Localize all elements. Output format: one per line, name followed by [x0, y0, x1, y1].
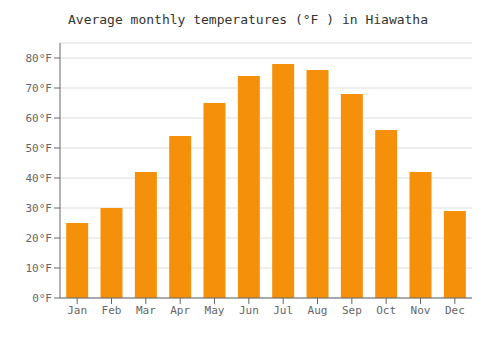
svg-text:Jan: Jan — [67, 304, 87, 317]
svg-text:70°F: 70°F — [26, 82, 53, 95]
svg-text:Aug: Aug — [308, 304, 328, 317]
html-text:Average monthly temperatures (: Average monthly temperatures (°F ) in Hi… — [68, 12, 428, 27]
svg-text:30°F: 30°F — [26, 202, 53, 215]
svg-text:Nov: Nov — [411, 304, 431, 317]
svg-text:10°F: 10°F — [26, 262, 53, 275]
svg-text:50°F: 50°F — [26, 142, 53, 155]
svg-text:Mar: Mar — [136, 304, 156, 317]
svg-text:80°F: 80°F — [26, 52, 53, 65]
svg-text:Oct: Oct — [376, 304, 396, 317]
svg-text:Feb: Feb — [102, 304, 122, 317]
svg-text:20°F: 20°F — [26, 232, 53, 245]
svg-text:Jul: Jul — [273, 304, 293, 317]
svg-text:May: May — [205, 304, 225, 317]
svg-text:Apr: Apr — [170, 304, 190, 317]
svg-text:Sep: Sep — [342, 304, 362, 317]
svg-text:Dec: Dec — [445, 304, 465, 317]
svg-text:40°F: 40°F — [26, 172, 53, 185]
svg-text:60°F: 60°F — [26, 112, 53, 125]
svg-text:Jun: Jun — [239, 304, 259, 317]
svg-text:0°F: 0°F — [32, 292, 52, 305]
